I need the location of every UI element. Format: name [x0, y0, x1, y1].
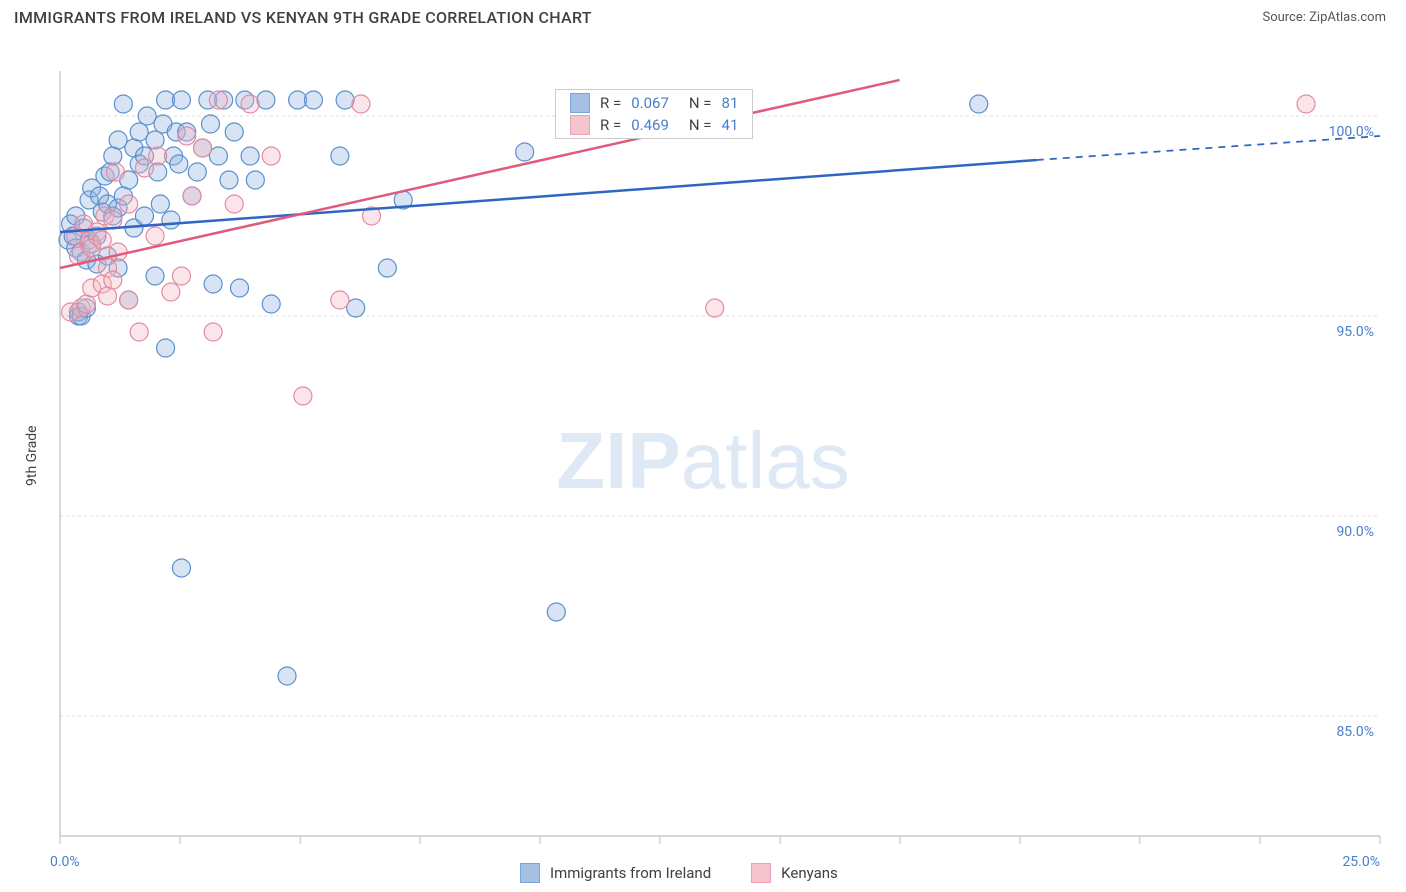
chart-source: Source: ZipAtlas.com — [1262, 10, 1386, 25]
series-name: Immigrants from Ireland — [550, 864, 711, 882]
corr-r-label: R = — [600, 94, 621, 112]
corr-legend-row: R = 0.469 N = 41 — [556, 114, 752, 136]
series-legend-item: Kenyans — [751, 863, 838, 883]
corr-n-value: 41 — [722, 116, 739, 134]
svg-text:25.0%: 25.0% — [1342, 854, 1380, 870]
corr-r-value: 0.469 — [631, 116, 669, 134]
series-legend: Immigrants from Ireland Kenyans — [520, 863, 838, 883]
svg-text:0.0%: 0.0% — [50, 854, 80, 870]
chart-header: IMMIGRANTS FROM IRELAND VS KENYAN 9TH GR… — [0, 0, 1406, 31]
legend-swatch — [520, 863, 540, 883]
scatter-chart: 85.0%90.0%95.0%100.0%0.0%25.0% — [0, 31, 1406, 891]
corr-n-label: N = — [689, 94, 712, 112]
corr-n-label: N = — [689, 116, 712, 134]
svg-text:85.0%: 85.0% — [1336, 724, 1374, 740]
svg-text:95.0%: 95.0% — [1336, 324, 1374, 340]
chart-area: 85.0%90.0%95.0%100.0%0.0%25.0% ZIPatlas … — [0, 31, 1406, 891]
corr-n-value: 81 — [722, 94, 739, 112]
series-legend-item: Immigrants from Ireland — [520, 863, 711, 883]
y-axis-label: 9th Grade — [24, 425, 40, 486]
legend-swatch — [570, 93, 590, 113]
corr-r-label: R = — [600, 116, 621, 134]
legend-swatch — [570, 115, 590, 135]
correlation-legend: R = 0.067 N = 81 R = 0.469 N = 41 — [555, 89, 753, 139]
corr-legend-row: R = 0.067 N = 81 — [556, 92, 752, 114]
corr-r-value: 0.067 — [631, 94, 669, 112]
series-name: Kenyans — [781, 864, 838, 882]
legend-swatch — [751, 863, 771, 883]
svg-text:90.0%: 90.0% — [1336, 524, 1374, 540]
chart-title: IMMIGRANTS FROM IRELAND VS KENYAN 9TH GR… — [14, 8, 592, 27]
